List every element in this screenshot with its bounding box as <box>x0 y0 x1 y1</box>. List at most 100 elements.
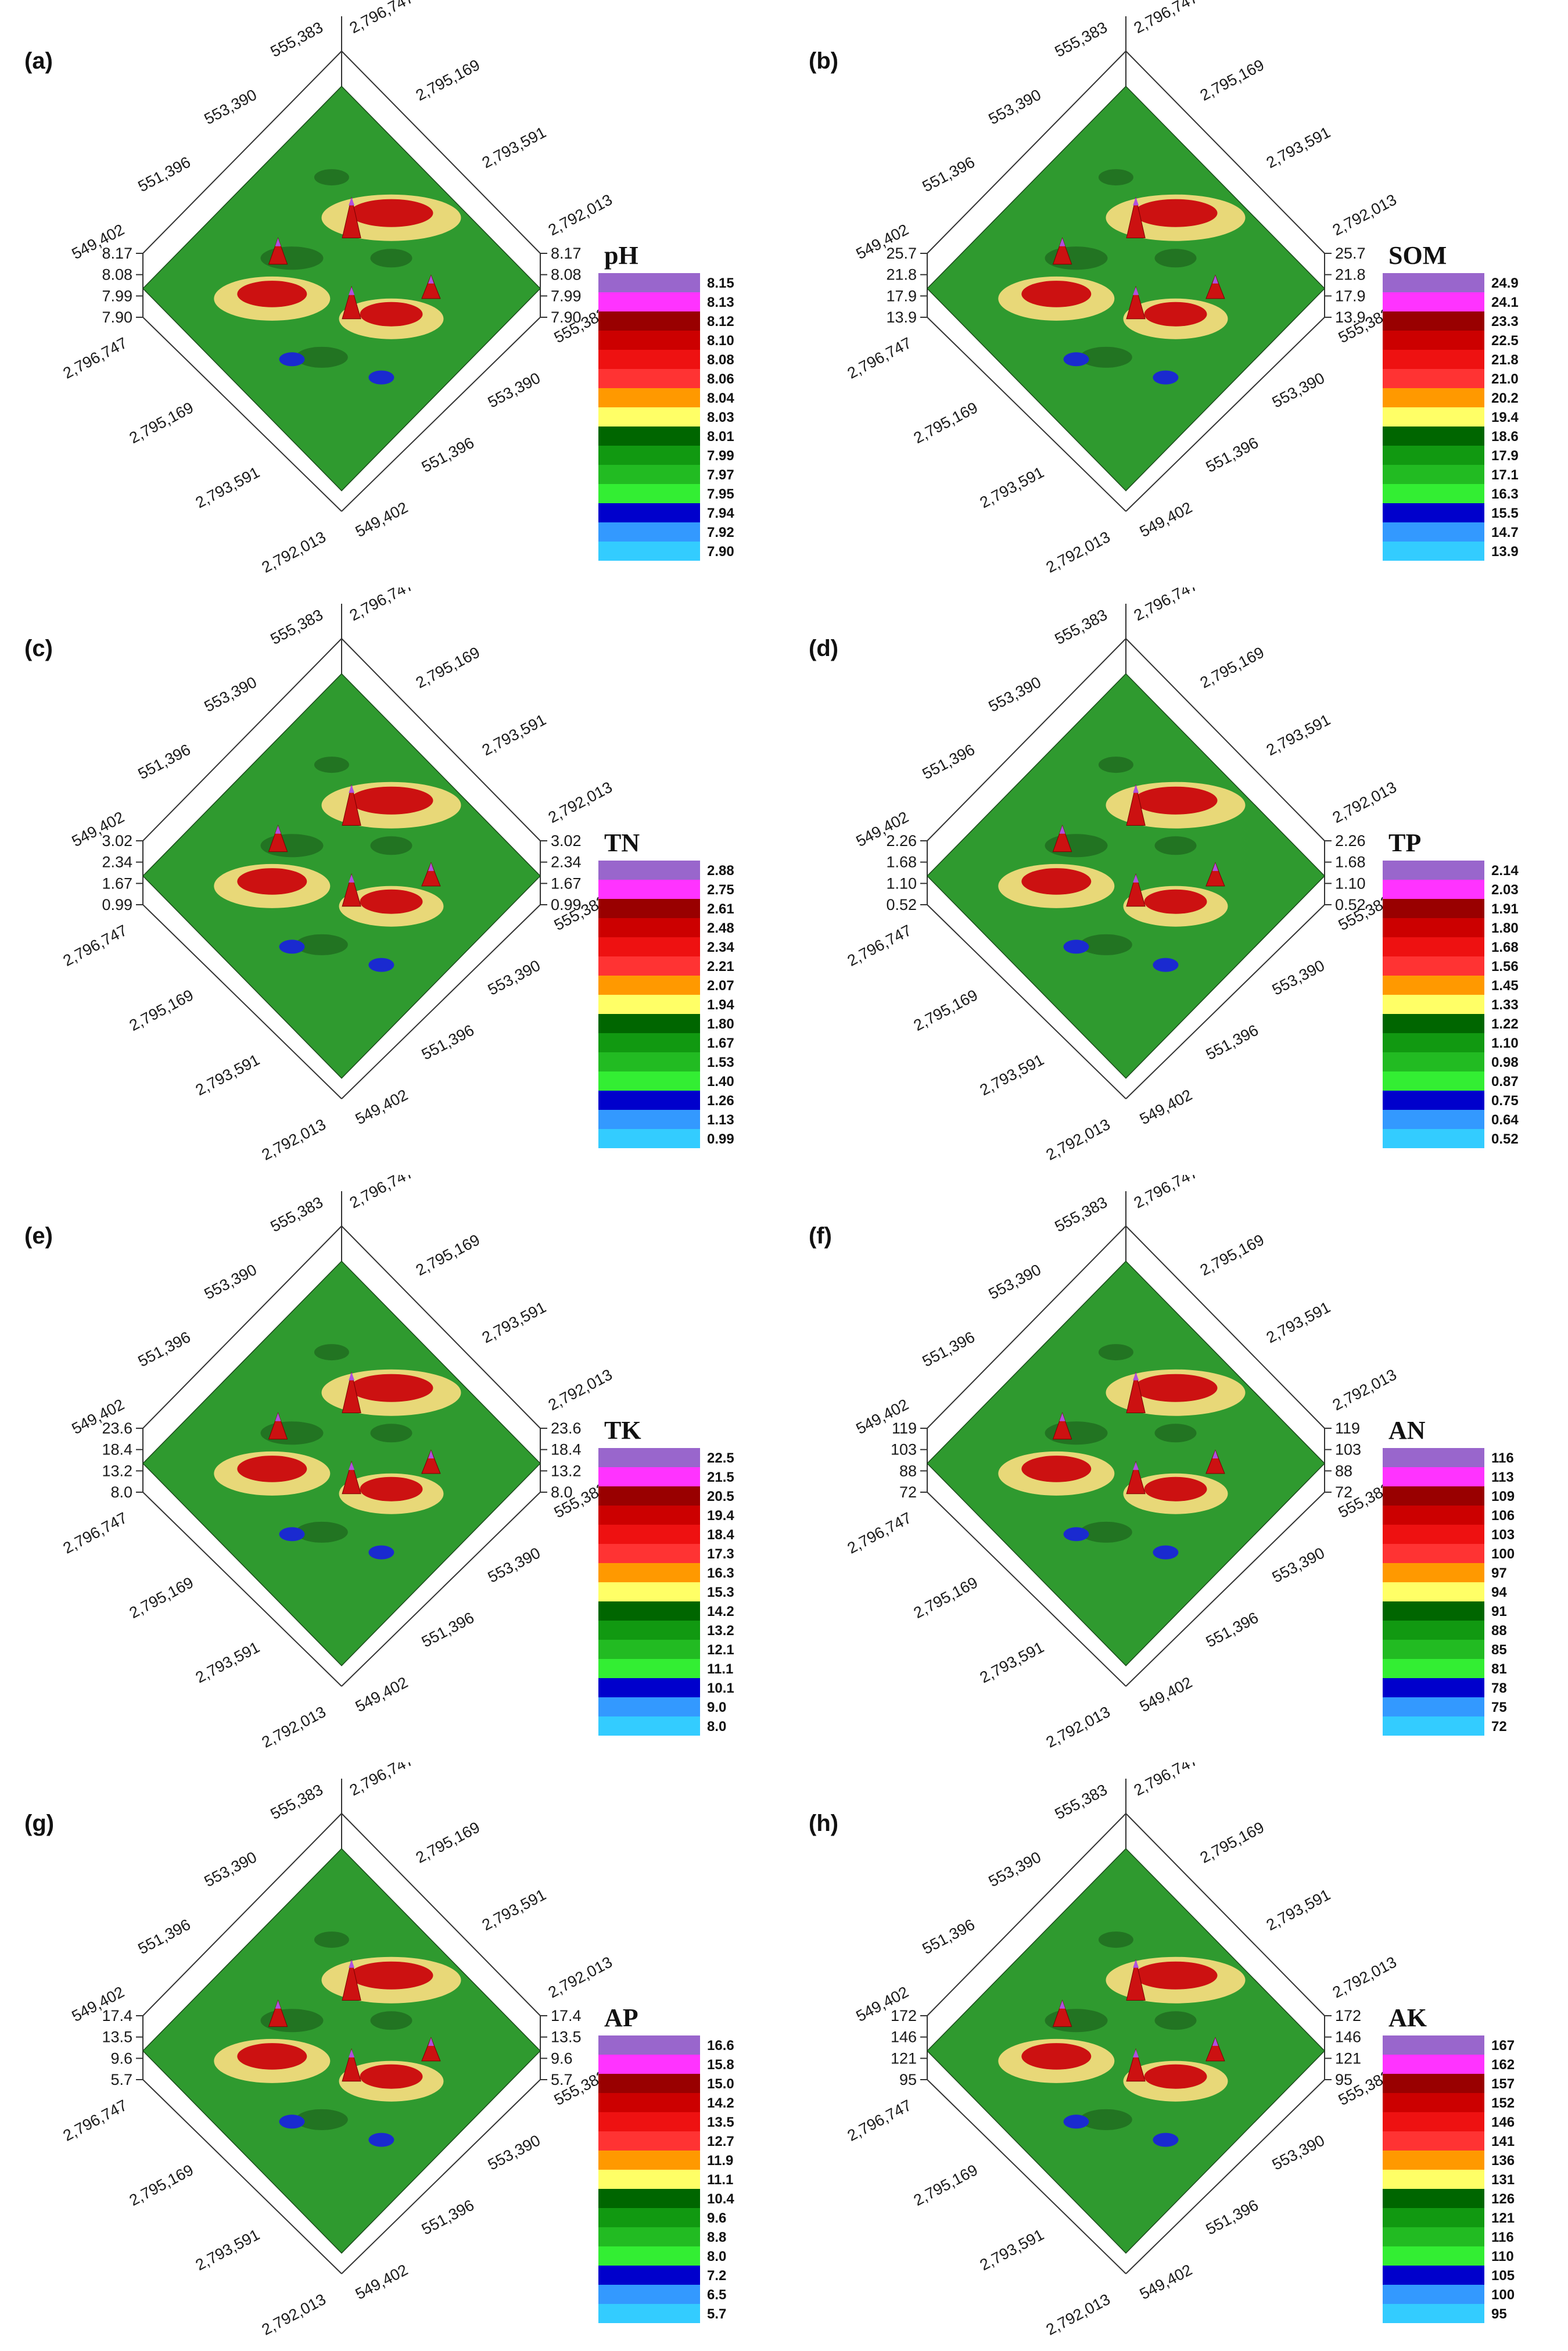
x-tick-label-bottom: 553,390 <box>1269 1544 1327 1586</box>
colorbar-swatch <box>598 2055 700 2074</box>
x-tick-label-top: 551,396 <box>135 741 193 783</box>
surface-low-zone <box>279 2115 305 2129</box>
colorbar-level-label: 1.56 <box>1491 959 1519 974</box>
x-tick-label-top: 555,383 <box>268 606 326 648</box>
z-tick-label: 5.7 <box>110 2071 132 2088</box>
z-tick-label: 23.6 <box>102 1420 132 1437</box>
surface-spike-tip <box>1059 825 1065 834</box>
colorbar-swatch <box>1383 350 1484 369</box>
colorbar-swatch <box>598 2246 700 2266</box>
colorbar-swatch <box>1383 1071 1484 1091</box>
y-tick-label-bottom: 2,795,169 <box>911 399 981 447</box>
colorbar-swatch <box>1383 2304 1484 2323</box>
y-tick-label-top: 2,793,591 <box>1264 1886 1333 1934</box>
z-tick-label: 103 <box>891 1441 917 1458</box>
y-tick-label-bottom: 2,793,591 <box>977 1638 1047 1686</box>
surface-spike <box>1205 2037 1225 2062</box>
y-tick-label-top: 2,793,591 <box>1264 123 1333 171</box>
base-edge-left <box>142 904 342 1099</box>
surface-spike-tip <box>1133 784 1139 793</box>
y-tick-label-bottom: 2,796,747 <box>60 922 130 970</box>
colorbar-swatch <box>1383 1621 1484 1640</box>
x-tick-label-top: 555,383 <box>1052 1781 1110 1823</box>
colorbar-level-label: 16.3 <box>707 1565 734 1581</box>
top-edge-right <box>1125 1813 1325 2016</box>
x-tick-label-bottom: 551,396 <box>1203 1022 1261 1063</box>
x-tick-label-bottom: 551,396 <box>419 1609 477 1651</box>
x-tick-label-top: 553,390 <box>202 1848 260 1890</box>
colorbar-level-label: 11.9 <box>707 2153 733 2169</box>
surface-spike <box>342 784 361 826</box>
x-tick-label-bottom: 549,402 <box>353 2261 411 2303</box>
y-tick-label-bottom: 2,792,013 <box>1043 1116 1113 1164</box>
z-tick-label: 146 <box>891 2029 917 2046</box>
z-tick-label: 8.0 <box>551 1483 573 1501</box>
colorbar-level-label: 8.10 <box>707 333 734 349</box>
z-tick-label: 13.9 <box>886 309 917 326</box>
axis-front <box>927 317 1325 512</box>
y-tick-label-top: 2,795,169 <box>413 1818 483 1866</box>
surface-patch <box>295 346 348 368</box>
colorbar-swatch <box>1383 503 1484 522</box>
surface-low-zone <box>1063 2115 1089 2129</box>
x-tick-label-top: 555,383 <box>1052 19 1110 60</box>
base-edge-left <box>927 2079 1126 2274</box>
colorbar-level-label: 22.5 <box>707 1450 734 1466</box>
surface-spike <box>268 825 288 852</box>
surface-spike-tip <box>1059 1413 1065 1421</box>
colorbar-swatch <box>598 2131 700 2151</box>
chart-svg: (e) 23.6 23.6 18.4 18.4 13.2 13.2 8.0 8.0 549,402… <box>24 1175 734 1751</box>
y-tick-label-top: 2,796,747 <box>1131 0 1201 37</box>
surface-patch <box>1079 1521 1132 1543</box>
x-tick-label-top: 555,383 <box>268 19 326 60</box>
colorbar-level-label: 121 <box>1491 2210 1515 2226</box>
axis-frame <box>927 604 1325 905</box>
y-tick-label-bottom: 2,792,013 <box>1043 2291 1113 2339</box>
surface-low-zone <box>1153 1545 1179 1560</box>
surface-patch <box>1154 836 1197 855</box>
z-tick-label: 5.7 <box>551 2071 573 2088</box>
surface <box>142 1848 541 2254</box>
x-tick-label-top: 553,390 <box>202 673 260 715</box>
colorbar-swatch <box>598 956 700 976</box>
colorbar-swatch <box>1383 2266 1484 2285</box>
colorbar-swatch <box>1383 1716 1484 1736</box>
colorbar-swatch <box>598 522 700 542</box>
colorbar-swatch <box>598 995 700 1014</box>
x-tick-label-bottom: 551,396 <box>419 434 477 476</box>
z-tick-label: 7.90 <box>102 309 132 326</box>
z-tick-label: 0.52 <box>1335 896 1366 913</box>
surface-patch <box>370 1424 412 1443</box>
surface-patch <box>1098 1344 1133 1361</box>
surface <box>142 85 541 492</box>
colorbar-level-label: 136 <box>1491 2153 1515 2169</box>
base-edge-left <box>927 317 1126 512</box>
colorbar-swatch <box>598 2074 700 2093</box>
colorbar-level-label: 81 <box>1491 1661 1507 1677</box>
z-tick-label: 8.17 <box>102 245 132 262</box>
colorbar-level-label: 0.52 <box>1491 1131 1519 1147</box>
colorbar-swatch <box>1383 2227 1484 2246</box>
surface-spike <box>1126 197 1146 238</box>
surface-peak-zone <box>1133 786 1218 815</box>
surface-peak-zone <box>360 302 423 327</box>
surface-patch <box>314 1931 349 1948</box>
surface <box>926 1260 1326 1667</box>
x-tick-label-bottom: 553,390 <box>1269 956 1327 998</box>
top-edge-right <box>341 638 541 841</box>
colorbar-swatch <box>598 1052 700 1071</box>
colorbar-swatch <box>598 369 700 388</box>
panel-label: (f) <box>809 1223 832 1249</box>
y-tick-label-top: 2,793,591 <box>1264 1298 1333 1346</box>
surface-spike <box>421 274 441 299</box>
surface-spike-tip <box>1212 862 1218 871</box>
colorbar-level-label: 2.14 <box>1491 863 1519 879</box>
panel-label: (d) <box>809 636 838 661</box>
panel-label: (g) <box>24 1811 54 1836</box>
y-tick-label-top: 2,795,169 <box>413 56 483 104</box>
top-edge-right <box>341 51 541 254</box>
colorbar-swatch <box>598 880 700 899</box>
y-tick-label-bottom: 2,796,747 <box>60 1509 130 1557</box>
x-tick-label-bottom: 553,390 <box>1269 2131 1327 2173</box>
